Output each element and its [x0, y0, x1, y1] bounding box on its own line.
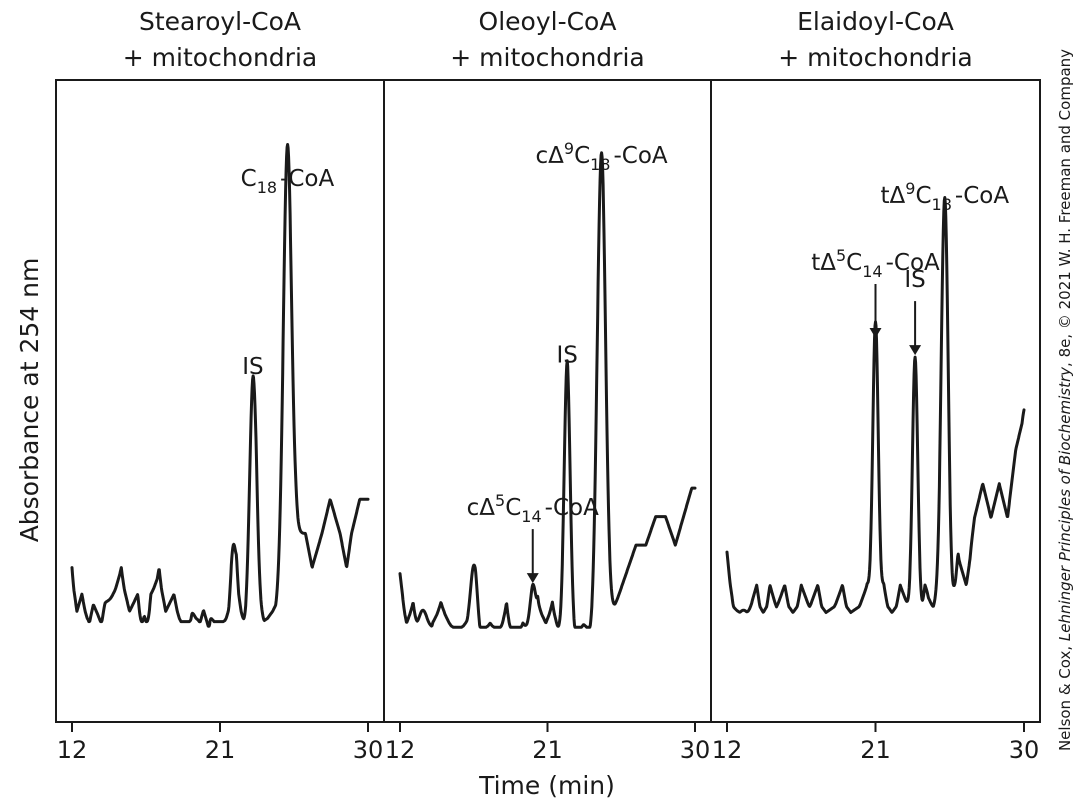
x-tick-label: 30 [680, 736, 711, 764]
peak-label: IS [556, 343, 577, 369]
credit-line: Nelson & Cox, Lehninger Principles of Bi… [1056, 49, 1074, 751]
peak-label-suffix: -CoA [613, 143, 667, 169]
peak-label-sup: 5 [836, 246, 846, 265]
peak-label-sub: 18 [257, 178, 277, 197]
peak-label-prefix: cΔ [535, 143, 564, 169]
x-tick-label: 21 [860, 736, 891, 764]
peak-label: IS [242, 354, 263, 380]
x-tick-label: 21 [532, 736, 563, 764]
peak-label-sup: 9 [905, 179, 915, 198]
peak-label-sub: 14 [521, 507, 541, 526]
panel-title-line1: Oleoyl-CoA [479, 7, 617, 36]
peak-label-sub: 18 [590, 155, 610, 174]
x-tick-label: 12 [385, 736, 416, 764]
peak-label-mid: C [574, 143, 590, 169]
peak-label-suffix: -CoA [955, 183, 1009, 209]
peak-arrowhead [526, 573, 539, 584]
chromatogram-trace [725, 196, 1026, 614]
peak-label-prefix: cΔ [467, 495, 496, 521]
credit-book-title: Lehninger Principles of Biochemistry [1056, 366, 1074, 641]
peak-label: tΔ9C18 -CoA [881, 179, 1010, 214]
x-tick-label: 12 [712, 736, 743, 764]
peak-label: IS [904, 267, 925, 293]
x-axis-label: Time (min) [478, 771, 615, 800]
peak-arrowhead [869, 328, 882, 338]
panel-title-line2: + mitochondria [450, 43, 644, 72]
panel-title-line2: + mitochondria [123, 43, 317, 72]
peak-label-sup: 5 [495, 491, 505, 510]
panel-title-line1: Elaidoyl-CoA [797, 7, 954, 36]
x-tick-label: 12 [57, 736, 88, 764]
peak-label-sub: 14 [862, 262, 882, 281]
peak-label-mid: C [505, 495, 521, 521]
y-axis-label: Absorbance at 254 nm [15, 258, 44, 543]
peak-label-mid: C [846, 250, 862, 276]
peak-label-suffix: -CoA [545, 495, 599, 521]
peak-label-suffix: -CoA [886, 250, 940, 276]
panel-frame [710, 79, 1041, 723]
panel-1: Stearoyl-CoA + mitochondria 12 21 30 IS C18 -Co… [55, 7, 385, 764]
peak-label-prefix: tΔ [881, 183, 906, 209]
chromatogram-trace [398, 151, 697, 629]
panel-title-line1: Stearoyl-CoA [139, 7, 301, 36]
panel-title-line2: + mitochondria [778, 43, 972, 72]
x-tick-label: 30 [353, 736, 384, 764]
x-tick-label: 30 [1009, 736, 1040, 764]
peak-label: cΔ5C14 -CoA [467, 491, 599, 526]
peak-label-suffix: -CoA [280, 166, 334, 192]
peak-label-sup: 9 [564, 139, 574, 158]
peak-label: C18 -CoA [241, 166, 335, 197]
peak-label-sub: 18 [932, 195, 952, 214]
credit-prefix: Nelson & Cox, [1056, 641, 1074, 751]
peak-label: tΔ5C14 -CoA [811, 246, 940, 281]
panel-frame [55, 79, 385, 723]
credit-suffix: , 8e, © 2021 W. H. Freeman and Company [1056, 49, 1074, 367]
peak-label: cΔ9C18 -CoA [535, 139, 667, 174]
peak-label-prefix: C [241, 166, 257, 192]
peak-label-mid: C [915, 183, 931, 209]
peak-arrowhead [909, 345, 922, 356]
peak-label-prefix: tΔ [811, 250, 836, 276]
chromatogram-trace [70, 143, 370, 628]
x-tick-label: 21 [205, 736, 236, 764]
